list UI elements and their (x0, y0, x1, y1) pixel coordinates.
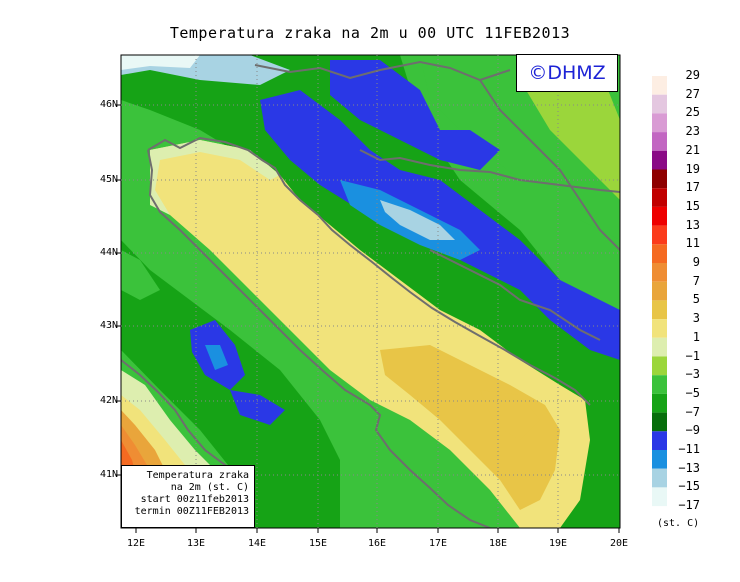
colorbar-swatch (652, 337, 667, 357)
colorbar-swatch (652, 244, 667, 263)
lat-label: 45N (99, 174, 118, 185)
colorbar-swatch (652, 412, 667, 432)
colorbar-swatch (652, 206, 667, 226)
colorbar-label: −7 (685, 404, 700, 419)
colorbar-swatch (652, 225, 667, 245)
colorbar-swatch (652, 356, 667, 376)
colorbar-label: 9 (692, 255, 700, 269)
lon-label: 20E (609, 538, 629, 549)
map-frame (120, 54, 621, 529)
lon-label: 16E (367, 538, 387, 549)
lightgreen-north (520, 70, 620, 200)
colorbar-swatch (652, 487, 667, 507)
green-italy-west (121, 250, 160, 300)
colorbar-label: −11 (678, 442, 700, 456)
map-title: Temperatura zraka na 2m u 00 UTC 11FEB20… (169, 24, 571, 42)
colorbar-swatch (652, 150, 667, 170)
lat-label: 46N (99, 99, 118, 110)
colorbar-swatch (652, 263, 667, 282)
sea-light-ring (150, 140, 280, 215)
lat-label: 41N (99, 469, 118, 480)
dhmz-logo: ©DHMZ (516, 54, 618, 92)
colorbar-label: 5 (692, 292, 700, 307)
info-line-2: na 2m (st. C) (170, 482, 249, 493)
colorbar-label: 15 (685, 198, 700, 213)
colorbar-label: 29 (685, 68, 700, 82)
colorbar-label: −13 (678, 460, 700, 475)
colorbar-label: −5 (685, 385, 700, 400)
lon-label: 13E (186, 538, 206, 549)
colorbar-label: 11 (685, 236, 700, 251)
lon-label: 14E (247, 538, 267, 549)
colorbar-label: 23 (685, 124, 700, 139)
gridlines (121, 55, 620, 528)
lat-label: 43N (99, 320, 118, 331)
info-line-1: Temperatura zraka (146, 470, 249, 481)
colorbar-label: 3 (692, 311, 700, 326)
lon-label: 17E (428, 538, 448, 549)
colorbar-label: 13 (685, 217, 700, 232)
lat-label: 44N (99, 247, 118, 258)
colorbar-label: −1 (685, 348, 700, 363)
lon-label: 18E (488, 538, 508, 549)
colorbar-swatch (652, 375, 667, 394)
sea-yellow-2 (480, 390, 540, 440)
info-line-4: termin 00Z11FEB2013 (134, 506, 249, 517)
lon-label: 12E (126, 538, 146, 549)
info-line-3: start 00z11feb2013 (140, 494, 249, 505)
colorbar-label: 19 (685, 161, 700, 176)
colorbar-swatch (652, 319, 667, 338)
colorbar-label: 21 (685, 142, 700, 157)
lat-label: 42N (99, 395, 118, 406)
colorbar-swatch (652, 169, 667, 189)
colorbar-swatch (652, 76, 667, 95)
colorbar-swatch (652, 188, 667, 207)
light-blue (380, 200, 455, 240)
colorbar-label: 17 (685, 180, 700, 195)
colorbar-swatch (652, 281, 667, 301)
colorbar-swatch (652, 94, 667, 114)
midblue-apennine (205, 345, 228, 370)
colorbar-swatch (652, 431, 667, 450)
colorbar-label: 25 (685, 105, 700, 120)
colorbar-unit: (st. C) (657, 518, 700, 529)
info-box: Temperatura zraka na 2m (st. C) start 00… (121, 465, 255, 528)
colorbar-label: 1 (692, 329, 700, 344)
colorbar-swatch (652, 468, 667, 488)
colorbar-label: −3 (685, 367, 700, 382)
colorbar-label: −9 (685, 423, 700, 438)
colorbar-swatch (652, 300, 667, 320)
axis-ticks (116, 104, 620, 533)
blue-north (330, 60, 500, 170)
colorbar-label: −17 (678, 498, 700, 513)
lon-label: 15E (308, 538, 328, 549)
colorbar-label: −15 (678, 479, 700, 494)
colorbar (652, 76, 667, 507)
colorbar-label: 7 (692, 273, 700, 288)
colorbar-swatch (652, 450, 667, 469)
lon-label: 19E (548, 538, 568, 549)
colorbar-label: 27 (685, 86, 700, 101)
whitest-nw (121, 55, 200, 70)
colorbar-swatch (652, 132, 667, 151)
sea-yellow (380, 345, 560, 510)
colorbar-swatch (652, 393, 667, 413)
colorbar-swatch (652, 113, 667, 133)
